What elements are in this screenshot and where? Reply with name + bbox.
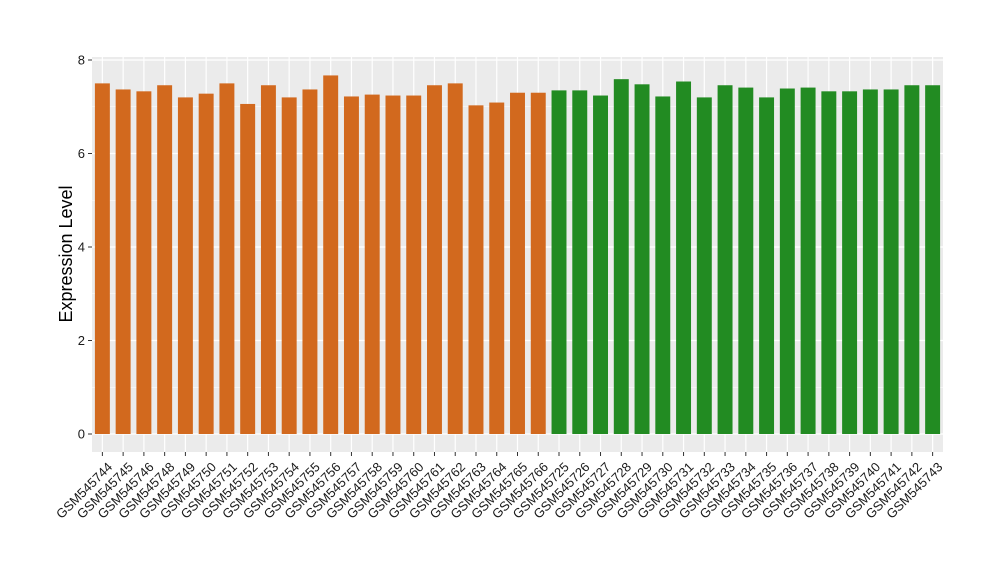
bar-GSM545750 <box>198 93 214 434</box>
bar-GSM545755 <box>302 89 318 434</box>
bar-GSM545756 <box>323 75 339 435</box>
bar-GSM545734 <box>738 87 754 435</box>
bar-GSM545733 <box>717 85 733 435</box>
bar-GSM545757 <box>343 96 359 434</box>
bar-GSM545758 <box>364 94 380 434</box>
bar-GSM545729 <box>634 84 650 434</box>
bar-GSM545744 <box>94 83 110 434</box>
bar-GSM545764 <box>489 102 505 434</box>
bar-GSM545738 <box>821 91 837 434</box>
bars <box>94 75 941 435</box>
bar-GSM545754 <box>281 97 297 435</box>
bar-GSM545735 <box>759 97 775 435</box>
bar-GSM545737 <box>800 87 816 435</box>
bar-GSM545731 <box>676 81 692 434</box>
bar-GSM545761 <box>427 85 442 435</box>
bar-GSM545745 <box>115 89 131 434</box>
bar-GSM545740 <box>862 89 878 434</box>
bar-GSM545762 <box>447 83 463 434</box>
bar-GSM545766 <box>530 92 546 434</box>
bar-GSM545765 <box>510 92 525 434</box>
y-tick-label: 4 <box>78 240 85 255</box>
bar-GSM545743 <box>925 85 941 435</box>
bar-GSM545752 <box>240 103 256 434</box>
y-tick-label: 2 <box>78 333 85 348</box>
bar-GSM545741 <box>883 89 899 434</box>
y-tick-label: 0 <box>78 427 85 442</box>
bar-GSM545732 <box>696 97 712 435</box>
bar-GSM545759 <box>385 95 401 434</box>
bar-GSM545727 <box>593 95 608 434</box>
bar-GSM545763 <box>468 105 484 434</box>
bar-GSM545751 <box>219 83 235 434</box>
y-axis: 0 2 4 6 8 <box>78 53 92 442</box>
bar-GSM545725 <box>551 90 567 434</box>
x-axis: GSM545744GSM545745GSM545746GSM545748GSM5… <box>53 452 946 522</box>
y-axis-title: Expression Level <box>56 185 76 322</box>
y-tick-label: 8 <box>78 53 85 68</box>
bar-GSM545726 <box>572 90 588 434</box>
bar-GSM545746 <box>136 91 152 434</box>
bar-GSM545728 <box>613 79 629 434</box>
bar-GSM545749 <box>177 97 193 435</box>
bar-GSM545760 <box>406 95 422 434</box>
bar-GSM545736 <box>779 88 795 434</box>
bar-GSM545739 <box>842 91 858 434</box>
bar-GSM545730 <box>655 96 671 434</box>
bar-GSM545748 <box>157 85 173 435</box>
y-tick-label: 6 <box>78 146 85 161</box>
bar-GSM545742 <box>904 85 920 435</box>
bar-GSM545753 <box>260 85 276 435</box>
